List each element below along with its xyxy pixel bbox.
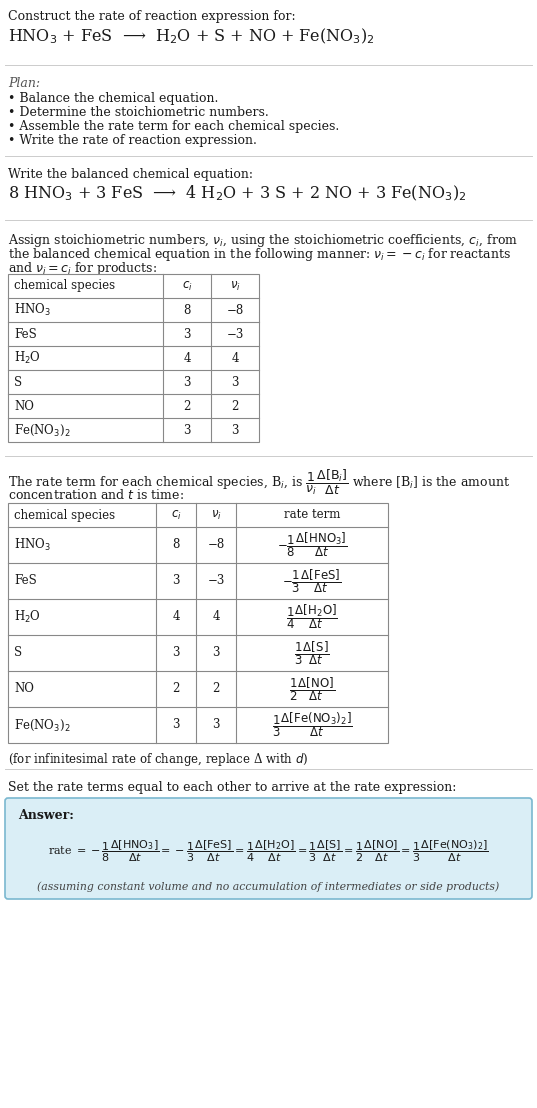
Text: 3: 3 bbox=[172, 646, 180, 659]
Text: 2: 2 bbox=[231, 400, 238, 412]
Text: 3: 3 bbox=[172, 718, 180, 731]
Text: chemical species: chemical species bbox=[14, 279, 115, 293]
Text: H$_2$O: H$_2$O bbox=[14, 350, 41, 366]
Text: 2: 2 bbox=[212, 683, 220, 696]
Text: $\nu_i$: $\nu_i$ bbox=[230, 279, 241, 293]
Text: 4: 4 bbox=[231, 351, 239, 365]
Text: S: S bbox=[14, 646, 22, 659]
Text: • Assemble the rate term for each chemical species.: • Assemble the rate term for each chemic… bbox=[8, 120, 339, 133]
Text: Write the balanced chemical equation:: Write the balanced chemical equation: bbox=[8, 168, 253, 181]
Bar bbox=[8, 503, 388, 743]
Text: 4: 4 bbox=[172, 611, 180, 624]
Text: (assuming constant volume and no accumulation of intermediates or side products): (assuming constant volume and no accumul… bbox=[38, 881, 499, 892]
Text: 3: 3 bbox=[212, 718, 220, 731]
Text: NO: NO bbox=[14, 400, 34, 412]
Text: and $\nu_i = c_i$ for products:: and $\nu_i = c_i$ for products: bbox=[8, 260, 157, 277]
Text: 3: 3 bbox=[212, 646, 220, 659]
Text: 4: 4 bbox=[212, 611, 220, 624]
Text: 3: 3 bbox=[172, 575, 180, 587]
Text: 3: 3 bbox=[183, 376, 191, 389]
Text: 3: 3 bbox=[183, 423, 191, 437]
Text: $\dfrac{1}{3}\dfrac{\Delta[\mathrm{Fe(NO_3)_2}]}{\Delta t}$: $\dfrac{1}{3}\dfrac{\Delta[\mathrm{Fe(NO… bbox=[272, 710, 352, 739]
Text: rate term: rate term bbox=[284, 509, 340, 522]
Bar bbox=[8, 274, 259, 442]
Text: FeS: FeS bbox=[14, 328, 37, 340]
Text: 8: 8 bbox=[172, 538, 180, 552]
Text: the balanced chemical equation in the following manner: $\nu_i = -c_i$ for react: the balanced chemical equation in the fo… bbox=[8, 246, 511, 263]
Text: H$_2$O: H$_2$O bbox=[14, 609, 41, 625]
Text: $c_i$: $c_i$ bbox=[171, 509, 182, 522]
Text: $\nu_i$: $\nu_i$ bbox=[211, 509, 221, 522]
Text: HNO$_3$: HNO$_3$ bbox=[14, 537, 51, 553]
Text: $\dfrac{1}{4}\dfrac{\Delta[\mathrm{H_2O}]}{\Delta t}$: $\dfrac{1}{4}\dfrac{\Delta[\mathrm{H_2O}… bbox=[286, 603, 338, 632]
Text: HNO$_3$ + FeS  ⟶  H$_2$O + S + NO + Fe(NO$_3$)$_2$: HNO$_3$ + FeS ⟶ H$_2$O + S + NO + Fe(NO$… bbox=[8, 27, 375, 47]
Text: The rate term for each chemical species, B$_i$, is $\dfrac{1}{\nu_i}\dfrac{\Delt: The rate term for each chemical species,… bbox=[8, 468, 510, 497]
Text: $\dfrac{1}{2}\dfrac{\Delta[\mathrm{NO}]}{\Delta t}$: $\dfrac{1}{2}\dfrac{\Delta[\mathrm{NO}]}… bbox=[289, 675, 335, 702]
Text: FeS: FeS bbox=[14, 575, 37, 587]
Text: Construct the rate of reaction expression for:: Construct the rate of reaction expressio… bbox=[8, 10, 296, 23]
Text: HNO$_3$: HNO$_3$ bbox=[14, 302, 51, 318]
Text: $-\dfrac{1}{3}\dfrac{\Delta[\mathrm{FeS}]}{\Delta t}$: $-\dfrac{1}{3}\dfrac{\Delta[\mathrm{FeS}… bbox=[282, 567, 342, 595]
Text: 2: 2 bbox=[172, 683, 180, 696]
Text: 4: 4 bbox=[183, 351, 191, 365]
Text: Fe(NO$_3$)$_2$: Fe(NO$_3$)$_2$ bbox=[14, 422, 70, 438]
Text: 8: 8 bbox=[183, 304, 191, 317]
Text: concentration and $t$ is time:: concentration and $t$ is time: bbox=[8, 488, 184, 502]
Text: 8 HNO$_3$ + 3 FeS  ⟶  4 H$_2$O + 3 S + 2 NO + 3 Fe(NO$_3$)$_2$: 8 HNO$_3$ + 3 FeS ⟶ 4 H$_2$O + 3 S + 2 N… bbox=[8, 184, 467, 204]
Text: −8: −8 bbox=[227, 304, 244, 317]
Text: S: S bbox=[14, 376, 22, 389]
Text: • Balance the chemical equation.: • Balance the chemical equation. bbox=[8, 92, 219, 105]
Text: chemical species: chemical species bbox=[14, 509, 115, 522]
Text: Answer:: Answer: bbox=[18, 809, 74, 822]
Text: (for infinitesimal rate of change, replace Δ with $d$): (for infinitesimal rate of change, repla… bbox=[8, 751, 308, 768]
Text: −3: −3 bbox=[207, 575, 224, 587]
Text: 2: 2 bbox=[183, 400, 191, 412]
Text: Plan:: Plan: bbox=[8, 76, 40, 90]
Text: 3: 3 bbox=[183, 328, 191, 340]
Text: Fe(NO$_3$)$_2$: Fe(NO$_3$)$_2$ bbox=[14, 717, 70, 732]
Text: Assign stoichiometric numbers, $\nu_i$, using the stoichiometric coefficients, $: Assign stoichiometric numbers, $\nu_i$, … bbox=[8, 232, 518, 249]
Text: −8: −8 bbox=[207, 538, 224, 552]
Text: 3: 3 bbox=[231, 376, 239, 389]
Text: • Determine the stoichiometric numbers.: • Determine the stoichiometric numbers. bbox=[8, 106, 268, 119]
Text: 3: 3 bbox=[231, 423, 239, 437]
Text: Set the rate terms equal to each other to arrive at the rate expression:: Set the rate terms equal to each other t… bbox=[8, 781, 456, 794]
Text: $c_i$: $c_i$ bbox=[182, 279, 192, 293]
Text: −3: −3 bbox=[226, 328, 244, 340]
Text: $\dfrac{1}{3}\dfrac{\Delta[\mathrm{S}]}{\Delta t}$: $\dfrac{1}{3}\dfrac{\Delta[\mathrm{S}]}{… bbox=[294, 639, 330, 667]
Text: • Write the rate of reaction expression.: • Write the rate of reaction expression. bbox=[8, 134, 257, 147]
FancyBboxPatch shape bbox=[5, 798, 532, 899]
Text: rate $= -\dfrac{1}{8}\dfrac{\Delta[\mathrm{HNO_3}]}{\Delta t} = -\dfrac{1}{3}\df: rate $= -\dfrac{1}{8}\dfrac{\Delta[\math… bbox=[48, 839, 489, 864]
Text: NO: NO bbox=[14, 683, 34, 696]
Text: $-\dfrac{1}{8}\dfrac{\Delta[\mathrm{HNO_3}]}{\Delta t}$: $-\dfrac{1}{8}\dfrac{\Delta[\mathrm{HNO_… bbox=[277, 531, 347, 560]
